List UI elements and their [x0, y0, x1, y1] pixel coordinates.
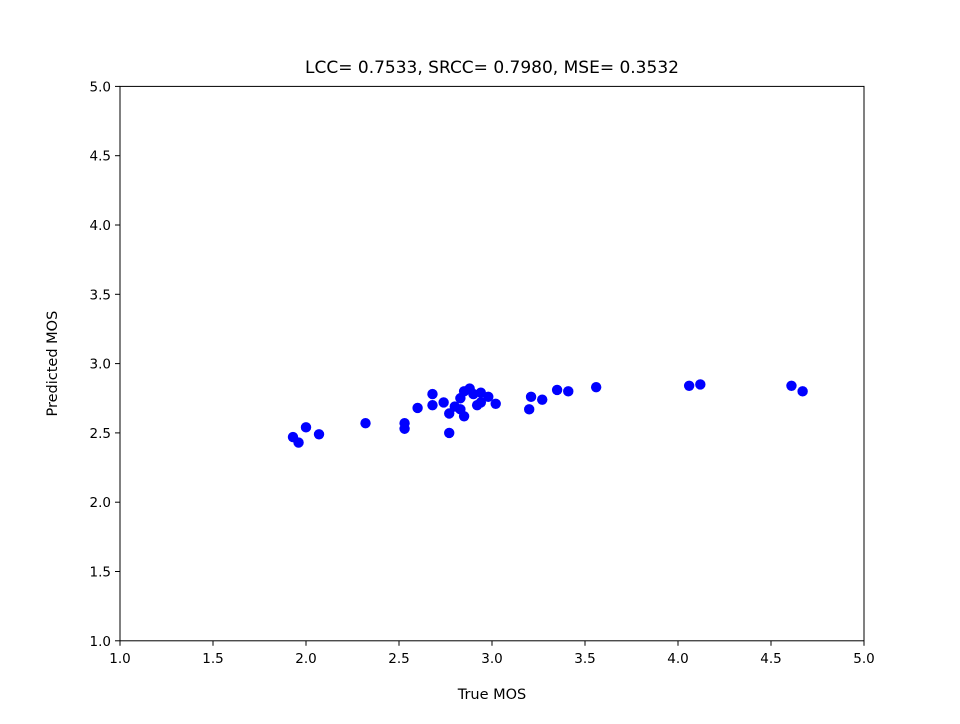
y-axis-ticks: 1.0 1.5 2.0 2.5 3.0 3.5 4.0 4.5 5.0	[90, 79, 120, 650]
data-point	[551, 384, 563, 396]
data-point	[563, 386, 574, 397]
data-point	[590, 381, 602, 393]
data-point	[300, 422, 312, 433]
data-point	[797, 386, 808, 397]
data-point	[524, 404, 535, 415]
data-point	[475, 397, 487, 408]
data-point	[444, 408, 455, 419]
points-layer	[287, 379, 808, 448]
x-tick-label: 1.5	[202, 651, 223, 667]
data-point	[695, 379, 706, 390]
data-point	[438, 397, 449, 408]
x-tick-label: 3.5	[574, 651, 595, 667]
data-point	[458, 411, 470, 422]
data-point	[537, 394, 548, 405]
x-tick-label: 2.5	[388, 651, 409, 667]
data-point	[786, 380, 797, 391]
y-tick-label: 2.5	[90, 426, 111, 442]
data-point	[293, 437, 304, 448]
y-tick-label: 3.0	[90, 357, 111, 373]
data-point	[490, 398, 501, 409]
x-tick-label: 1.0	[109, 651, 130, 667]
y-tick-label: 2.0	[90, 495, 111, 511]
y-tick-label: 5.0	[90, 79, 111, 95]
y-tick-label: 4.0	[90, 218, 111, 234]
data-point	[427, 388, 438, 400]
data-point	[483, 391, 494, 403]
data-point	[683, 380, 695, 391]
y-tick-label: 1.0	[90, 634, 111, 650]
y-tick-label: 3.5	[90, 287, 111, 303]
data-point	[399, 418, 410, 429]
chart-title: LCC= 0.7533, SRCC= 0.7980, MSE= 0.3532	[305, 58, 679, 78]
x-axis-ticks: 1.0 1.5 2.0 2.5 3.0 3.5 4.0 4.5 5.0	[109, 640, 875, 667]
y-tick-label: 4.5	[90, 149, 111, 165]
x-axis-label: True MOS	[457, 687, 527, 703]
x-tick-label: 4.0	[667, 651, 688, 667]
x-tick-label: 3.0	[481, 651, 502, 667]
data-point	[412, 402, 423, 414]
x-tick-label: 4.5	[760, 651, 781, 667]
data-point	[444, 427, 455, 439]
data-point	[525, 391, 537, 403]
x-tick-label: 5.0	[853, 651, 874, 667]
x-tick-label: 2.0	[295, 651, 316, 667]
data-point	[427, 399, 438, 411]
y-axis-label: Predicted MOS	[45, 311, 61, 417]
data-point	[360, 418, 371, 429]
data-point	[313, 429, 325, 440]
y-tick-label: 1.5	[90, 565, 111, 581]
